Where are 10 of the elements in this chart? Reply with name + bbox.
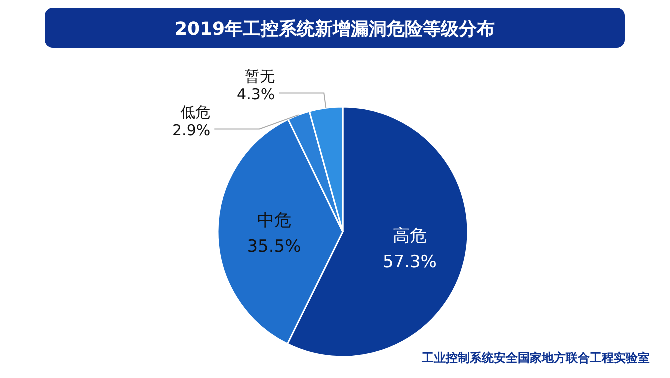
data-label: 35.5% [247, 236, 302, 257]
text: 工业控制系统安全国家地方联合工程实验室 [421, 351, 650, 365]
data-label: 2.9% [172, 121, 211, 140]
slice-label: 低危 [180, 103, 211, 122]
data-label: 57.3% [382, 252, 437, 273]
slice-label: 暂无 [245, 67, 276, 86]
data-label: 4.3% [237, 85, 276, 104]
slice-label: 高危 [392, 226, 427, 247]
slice-label: 中危 [257, 210, 292, 231]
chart-title: 2019年工控系统新增漏洞危险等级分布 [174, 19, 496, 40]
